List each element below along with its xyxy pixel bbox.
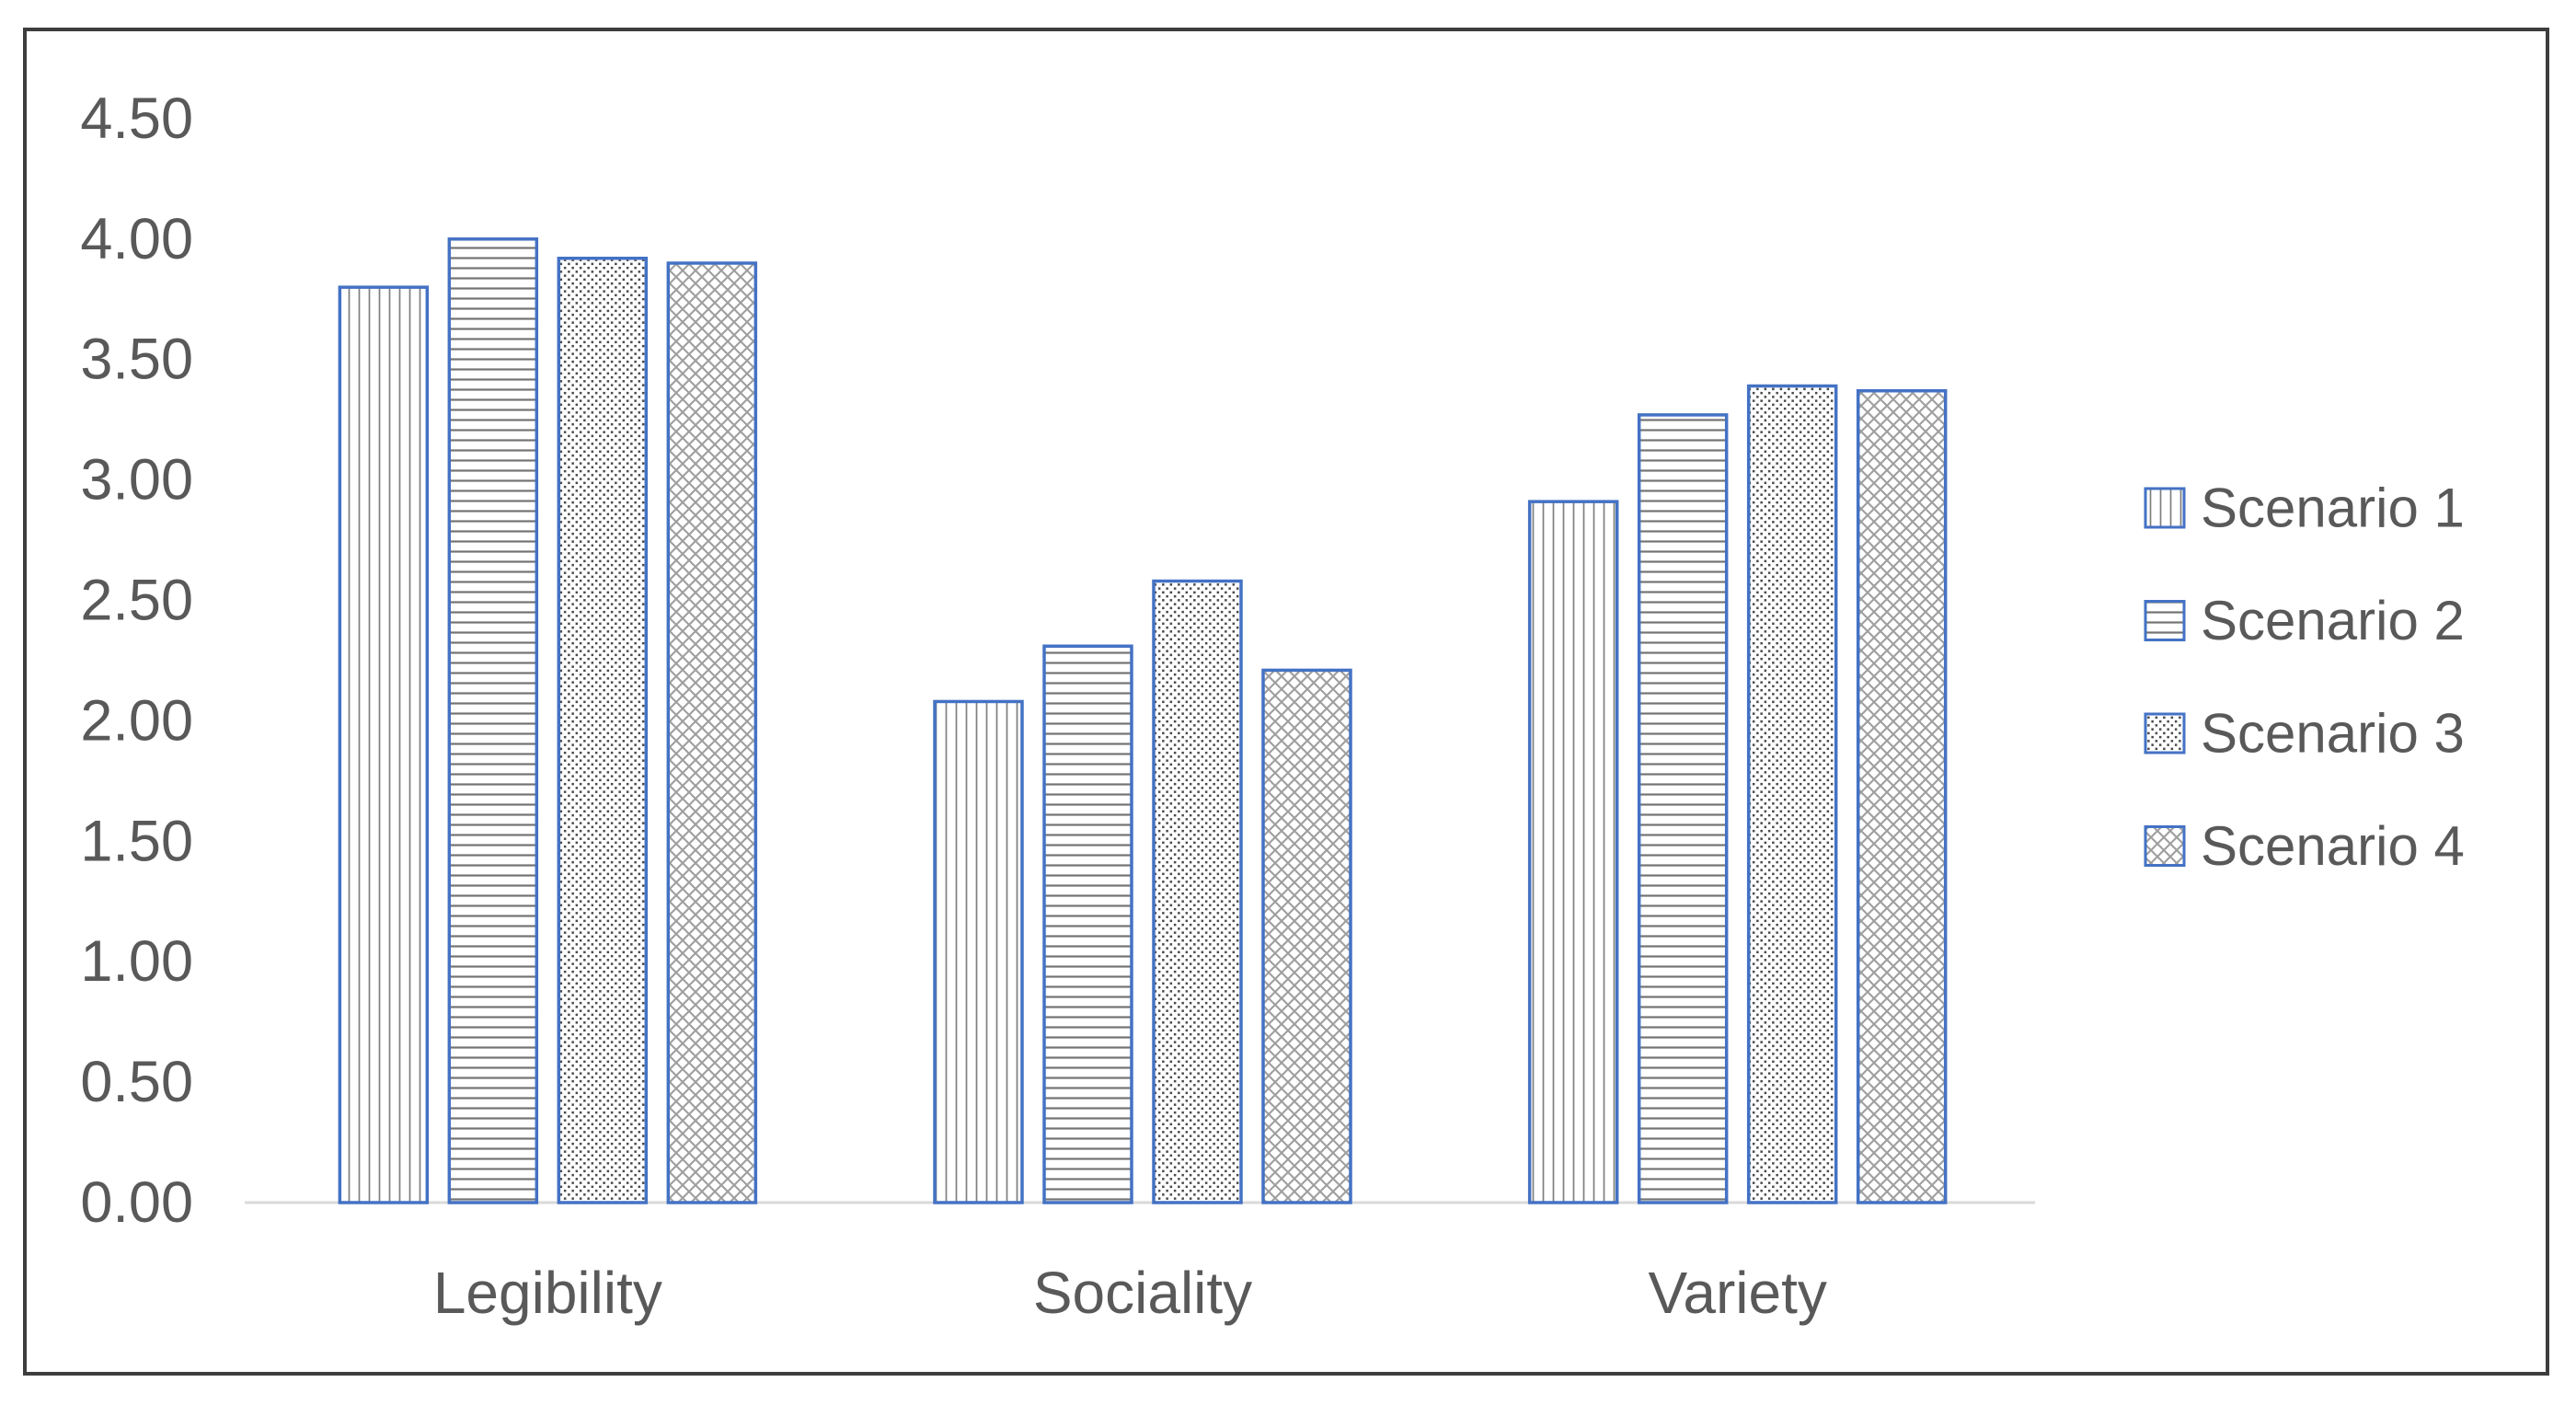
y-tick-label: 2.50: [80, 569, 193, 633]
bar-legibility-scenario-3: [557, 256, 649, 1204]
legend-label: Scenario 4: [2201, 815, 2465, 877]
y-tick-label: 1.50: [80, 809, 193, 873]
bar-legibility-scenario-4: [666, 261, 758, 1204]
bars-layer: [338, 237, 1948, 1204]
legend-swatch-dots-icon: [2144, 712, 2186, 754]
bar-sociality-scenario-3: [1152, 579, 1243, 1204]
y-tick-label: 0.00: [80, 1170, 193, 1235]
legend-swatch-vertical-lines-icon: [2144, 487, 2186, 529]
legend-swatch-crosshatch-icon: [2144, 825, 2186, 867]
bar-variety-scenario-2: [1637, 413, 1729, 1204]
bar-variety-scenario-3: [1746, 384, 1838, 1204]
legend-label: Scenario 2: [2201, 590, 2465, 651]
x-axis-category-labels: Legibility Sociality Variety: [433, 1260, 1827, 1326]
x-category-label: Variety: [1648, 1260, 1826, 1326]
y-tick-label: 3.50: [80, 328, 193, 392]
bar-sociality-scenario-2: [1042, 644, 1133, 1204]
bar-variety-scenario-4: [1856, 388, 1948, 1204]
x-category-label: Sociality: [1033, 1260, 1252, 1326]
legend: Scenario 1 Scenario 2 Scenario 3 Scenario 4: [2144, 478, 2465, 877]
legend-label: Scenario 1: [2201, 478, 2465, 539]
bar-sociality-scenario-1: [933, 699, 1024, 1204]
y-axis-tick-labels: 0.00 0.50 1.00 1.50 2.00 2.50 3.00 3.50 4.00 4.50: [80, 86, 193, 1235]
bar-legibility-scenario-1: [338, 285, 430, 1204]
legend-label: Scenario 3: [2201, 703, 2465, 765]
bar-legibility-scenario-2: [447, 237, 539, 1204]
y-tick-label: 3.00: [80, 448, 193, 512]
y-tick-label: 4.00: [80, 207, 193, 271]
y-tick-label: 1.00: [80, 929, 193, 994]
bar-variety-scenario-1: [1527, 500, 1619, 1204]
y-tick-label: 2.00: [80, 688, 193, 753]
y-tick-label: 0.50: [80, 1050, 193, 1114]
y-tick-label: 4.50: [80, 86, 193, 151]
legend-swatch-horizontal-lines-icon: [2144, 600, 2186, 641]
x-category-label: Legibility: [433, 1260, 662, 1326]
bar-sociality-scenario-4: [1261, 668, 1352, 1204]
